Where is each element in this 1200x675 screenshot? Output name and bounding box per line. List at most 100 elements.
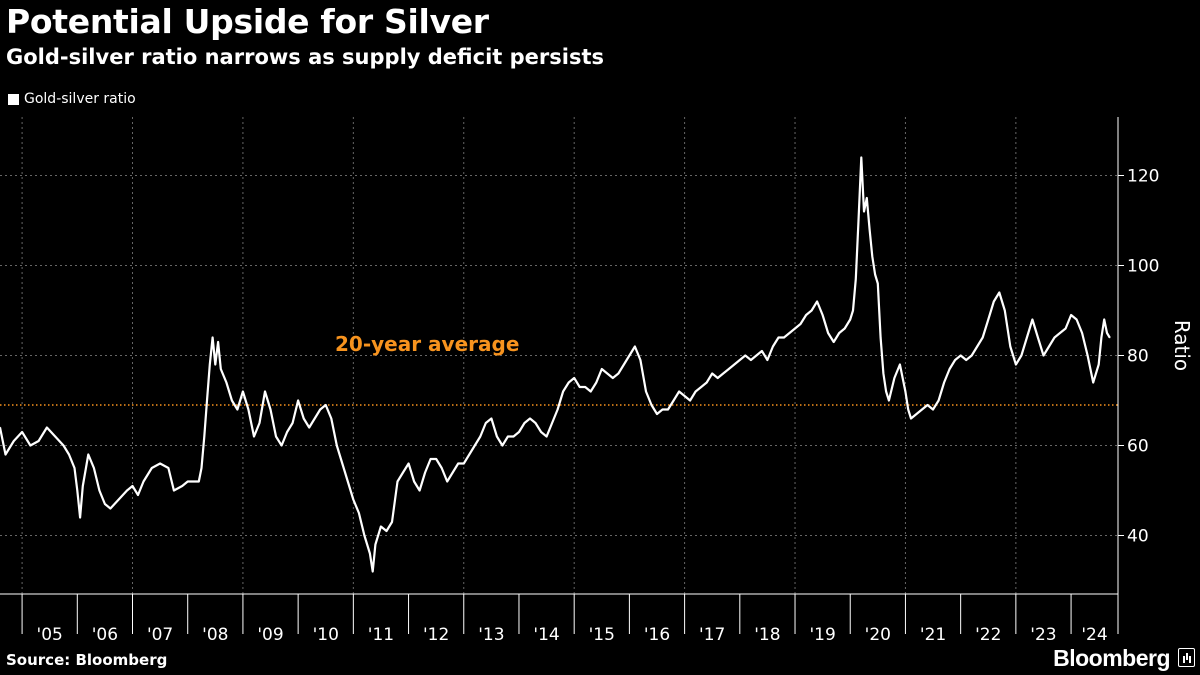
data-point <box>46 426 48 429</box>
data-point <box>617 372 620 375</box>
data-point <box>843 327 846 330</box>
data-point <box>868 228 871 231</box>
x-tick-label: '08 <box>202 625 228 645</box>
brand-logo: Bloomberg <box>1053 645 1170 671</box>
data-point <box>1100 336 1103 339</box>
data-point <box>1092 381 1094 384</box>
data-point <box>943 381 945 384</box>
x-tick-label: '20 <box>865 625 891 645</box>
x-tick-label: '24 <box>1081 625 1107 645</box>
data-point <box>242 390 244 393</box>
data-point <box>860 156 863 159</box>
data-point <box>805 314 807 316</box>
data-point <box>479 435 482 438</box>
data-point <box>672 399 675 402</box>
data-point <box>788 332 791 334</box>
data-point <box>1075 318 1078 321</box>
data-point <box>380 525 382 528</box>
data-point <box>595 381 598 384</box>
data-point <box>739 359 741 361</box>
data-point <box>29 444 32 447</box>
data-point <box>932 408 934 411</box>
data-point <box>225 381 228 384</box>
data-point <box>926 404 929 406</box>
data-point <box>921 408 923 411</box>
data-point <box>628 354 631 357</box>
grid-layer <box>0 117 1118 594</box>
data-point <box>463 462 465 465</box>
data-point <box>562 390 564 393</box>
data-point <box>827 332 829 334</box>
data-point <box>117 498 120 501</box>
data-point <box>186 480 189 483</box>
data-point <box>280 444 283 447</box>
data-point <box>584 386 586 388</box>
data-point <box>667 408 669 411</box>
data-point <box>1106 332 1108 334</box>
source-note: Source: Bloomberg <box>6 651 168 669</box>
data-point <box>200 467 203 469</box>
data-point <box>1026 336 1028 339</box>
chart-title: Potential Upside for Silver <box>6 2 489 41</box>
data-point <box>286 431 288 433</box>
x-tick-label: '23 <box>1030 625 1056 645</box>
data-point <box>324 404 327 406</box>
chart-subtitle: Gold-silver ratio narrows as supply defi… <box>6 45 604 69</box>
data-point <box>567 381 570 384</box>
data-point <box>852 309 854 312</box>
data-point <box>98 489 101 492</box>
data-point <box>907 408 909 411</box>
x-tick-label: '19 <box>809 625 835 645</box>
data-point <box>131 485 134 487</box>
data-point <box>954 359 956 361</box>
data-point <box>1009 345 1012 348</box>
data-point <box>1108 336 1111 339</box>
data-point <box>904 390 907 393</box>
data-point <box>1053 336 1056 339</box>
data-point <box>429 458 432 460</box>
data-point <box>728 368 730 370</box>
legend-label: Gold-silver ratio <box>24 91 136 107</box>
data-point <box>855 278 857 280</box>
data-point <box>863 210 865 213</box>
data-point <box>810 309 813 312</box>
data-point <box>269 408 272 411</box>
data-point <box>556 408 559 411</box>
x-tick-label: '14 <box>533 625 559 645</box>
data-point <box>137 494 139 496</box>
x-tick-label: '15 <box>589 625 615 645</box>
data-point <box>578 386 581 388</box>
data-point <box>816 300 818 303</box>
data-point <box>167 467 170 469</box>
data-point <box>374 543 377 546</box>
x-tick-label: '07 <box>147 625 173 645</box>
data-point <box>1097 363 1100 366</box>
data-point <box>62 444 65 447</box>
data-point <box>874 273 876 276</box>
data-point <box>192 480 194 483</box>
data-point <box>451 471 454 474</box>
data-point <box>885 390 887 393</box>
data-point <box>683 395 686 397</box>
data-point <box>37 440 40 442</box>
data-point <box>341 462 344 465</box>
x-tick-label: '16 <box>644 625 670 645</box>
data-point <box>970 354 973 357</box>
data-point <box>173 489 175 492</box>
data-point <box>54 435 56 438</box>
data-point <box>258 422 261 424</box>
data-point <box>468 453 471 456</box>
data-point <box>987 318 990 321</box>
data-point <box>413 480 415 483</box>
series-layer <box>0 156 1111 573</box>
data-point <box>959 354 962 357</box>
data-point <box>857 219 860 222</box>
x-tick-label: '10 <box>313 625 339 645</box>
data-point <box>501 444 504 447</box>
data-point <box>253 435 255 438</box>
y-tick-label: 100 <box>1127 257 1159 277</box>
data-point <box>766 359 769 361</box>
data-point <box>336 444 338 447</box>
data-point <box>211 336 214 339</box>
y-axis-title: Ratio <box>1170 320 1194 371</box>
